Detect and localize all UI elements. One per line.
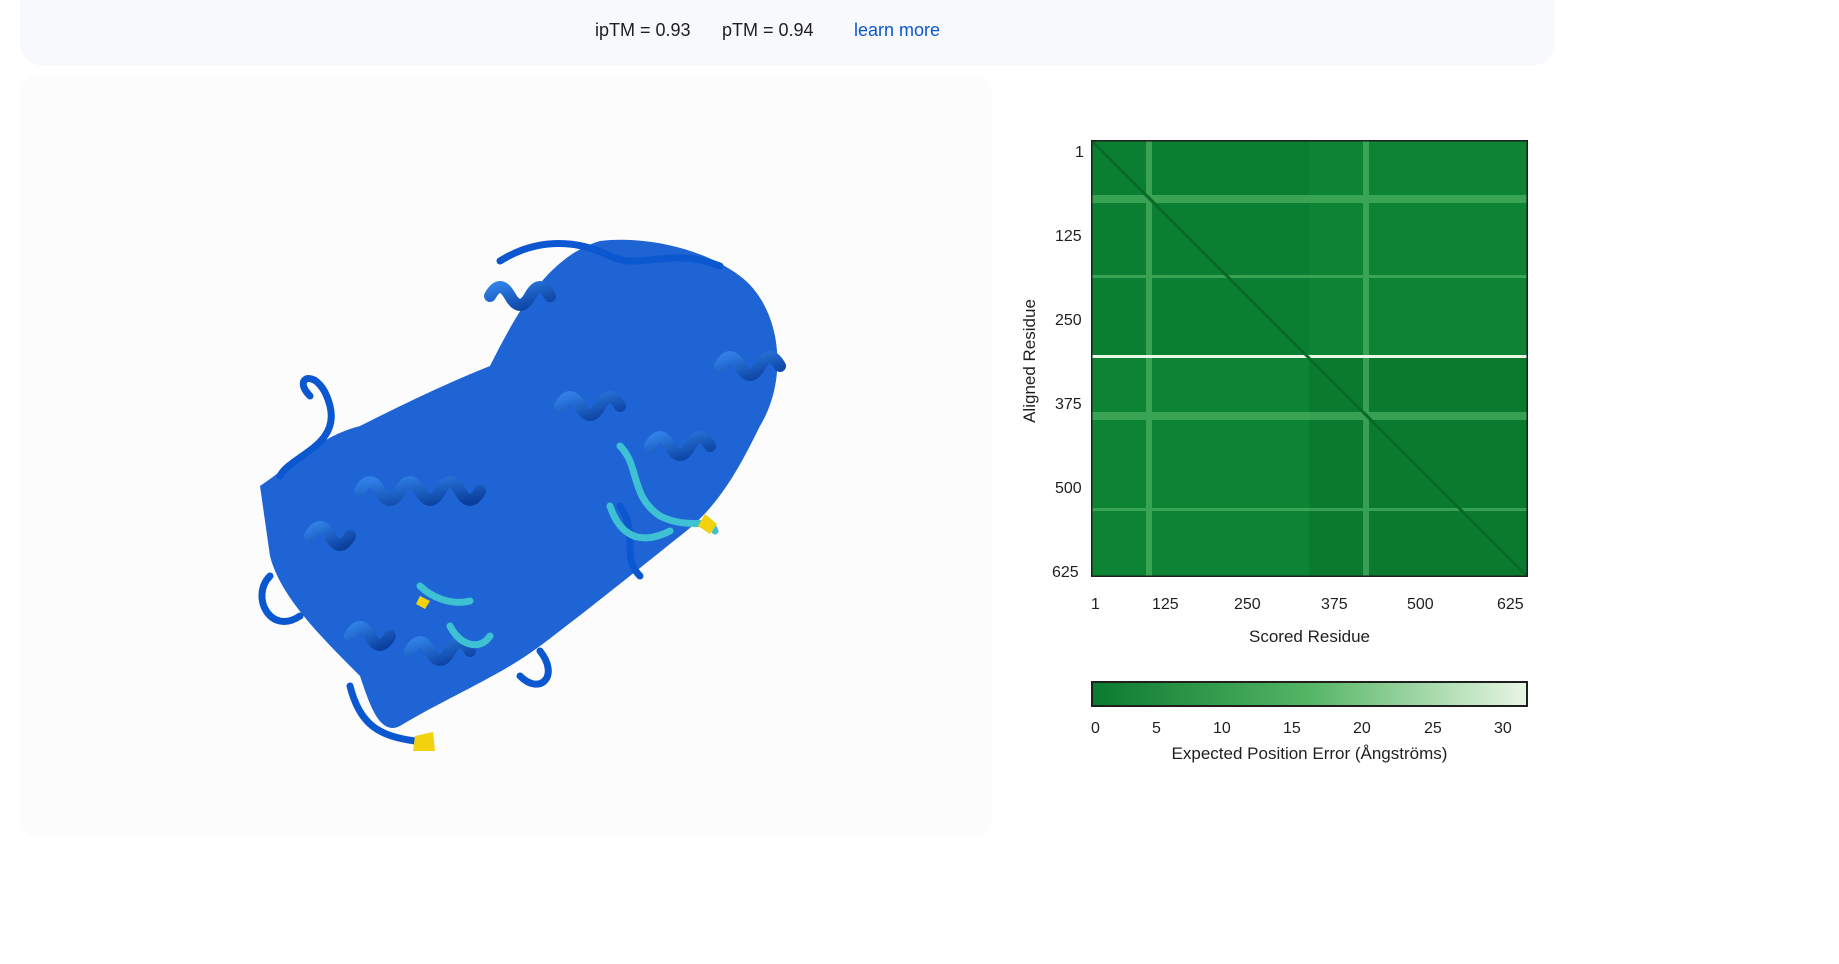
x-tick-250: 250 (1234, 596, 1261, 613)
iptm-score: ipTM = 0.93 (595, 20, 691, 40)
loop-6 (616, 502, 644, 580)
loop-5 (346, 682, 419, 745)
diagonal (1091, 140, 1528, 577)
pae-colorbar (1091, 681, 1528, 707)
x-tick-500: 500 (1407, 596, 1434, 613)
helix-8 (344, 621, 396, 651)
low-confidence-loop-3 (416, 582, 474, 606)
very-low-confidence-tip (413, 732, 435, 751)
y-axis-label: Aligned Residue (1020, 299, 1039, 423)
low-confidence-loop-2 (606, 502, 674, 542)
heatmap-border (1091, 140, 1528, 577)
loop-3 (258, 572, 304, 625)
colorbar-tick-5: 5 (1152, 720, 1161, 737)
y-tick-375: 375 (1055, 396, 1082, 413)
band-row-1 (1091, 195, 1528, 203)
x-axis-label: Scored Residue (1249, 627, 1370, 646)
protein-structure-render (258, 239, 786, 751)
x-tick-375: 375 (1321, 596, 1348, 613)
very-low-confidence-loop-2 (416, 596, 430, 609)
band-row-4 (1091, 508, 1528, 511)
y-tick-500: 500 (1055, 480, 1082, 497)
helix-7 (304, 521, 356, 551)
very-low-confidence-loop (698, 514, 717, 534)
loop-group (258, 240, 724, 745)
loop-4 (516, 647, 552, 688)
colorbar-tick-25: 25 (1424, 720, 1442, 737)
band-row-2 (1091, 412, 1528, 420)
colorbar-gradient (1091, 681, 1528, 707)
band-col-1 (1146, 140, 1152, 577)
low-confidence-loop-4 (446, 622, 494, 649)
pae-panel: Aligned Residue 1 125 250 375 500 625 1 … (995, 76, 1555, 836)
y-tick-250: 250 (1055, 312, 1082, 329)
structure-viewer[interactable] (20, 76, 992, 836)
loop-2 (496, 240, 724, 270)
colorbar-label: Expected Position Error (Ångströms) (1171, 744, 1448, 763)
band-row-3 (1091, 275, 1528, 278)
protein-backbone-core (260, 239, 778, 728)
x-tick-125: 125 (1152, 596, 1179, 613)
learn-more-link[interactable]: learn more (854, 20, 941, 40)
very-low-confidence-regions (413, 514, 717, 751)
band-col-2 (1363, 140, 1369, 577)
colorbar-tick-15: 15 (1283, 720, 1301, 737)
helix-group (304, 281, 786, 666)
x-tick-1: 1 (1091, 596, 1100, 613)
helix-6 (484, 281, 556, 311)
colorbar-tick-10: 10 (1213, 720, 1231, 737)
x-tick-625: 625 (1497, 596, 1524, 613)
helix-1 (354, 476, 486, 506)
pae-heatmap (1091, 140, 1528, 577)
helix-3 (644, 431, 716, 461)
helix-5 (554, 391, 626, 421)
loop-1 (276, 375, 335, 480)
metrics-bar (20, 0, 1555, 66)
y-tick-625: 625 (1052, 564, 1079, 581)
helix-2 (714, 351, 786, 381)
colorbar-tick-0: 0 (1091, 720, 1100, 737)
y-tick-1: 1 (1075, 144, 1084, 161)
high-error-bands (1091, 140, 1528, 577)
colorbar-tick-20: 20 (1353, 720, 1371, 737)
ptm-score: pTM = 0.94 (722, 20, 814, 40)
colorbar-tick-30: 30 (1494, 720, 1512, 737)
y-tick-125: 125 (1055, 228, 1082, 245)
